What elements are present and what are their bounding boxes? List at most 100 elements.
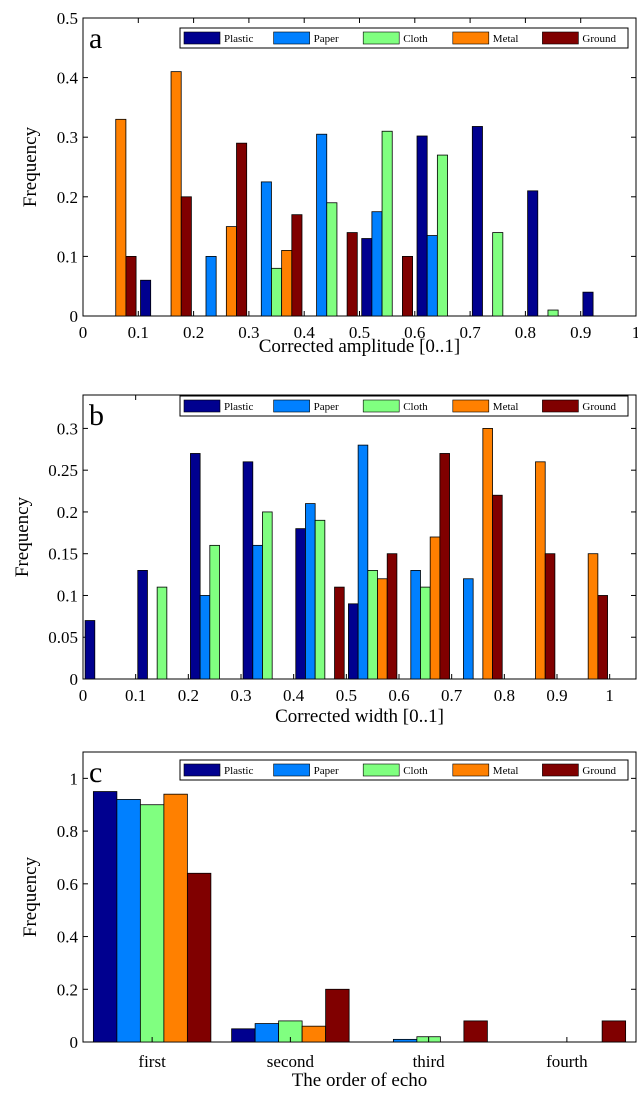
bar-plastic-bin-0: [84, 620, 96, 680]
legend: Plastic Paper Cloth Metal Ground: [179, 395, 629, 417]
x-tick-label: 0.3: [230, 686, 251, 705]
legend-label-ground: Ground: [582, 401, 616, 413]
y-tick-label: 0.6: [57, 875, 78, 894]
panel-letter: a: [89, 22, 102, 55]
y-tick-label: 0: [70, 1033, 79, 1052]
bar-cloth-bin-5: [381, 130, 393, 317]
x-tick-label: second: [267, 1052, 315, 1071]
legend-label-plastic: Plastic: [224, 33, 253, 45]
bar-paper-bin-5: [371, 211, 383, 317]
bar-ground-bin-5: [402, 255, 413, 317]
y-axis-label: Frequency: [12, 496, 33, 577]
y-tick-label: 0.25: [48, 461, 78, 480]
bar-ground-bin-4: [346, 232, 358, 317]
bar-cloth-bin-4: [326, 202, 338, 317]
x-tick-label: 0.2: [183, 323, 204, 342]
legend-swatch-ground: [542, 763, 579, 777]
x-tick-label: 0: [79, 686, 88, 705]
y-tick-label: 0.2: [57, 188, 78, 207]
y-axis-label: Frequency: [20, 856, 41, 937]
x-tick-label: first: [138, 1052, 166, 1071]
legend-label-metal: Metal: [493, 401, 519, 413]
bar-plastic-second: [231, 1028, 256, 1043]
legend-swatch-cloth: [362, 31, 400, 45]
bar-paper-third: [392, 1038, 418, 1043]
y-tick-label: 0.1: [57, 247, 78, 266]
x-tick-label: 0.9: [570, 323, 591, 342]
bar-paper-bin-4: [316, 133, 328, 317]
legend-swatch-plastic: [183, 399, 221, 413]
bar-ground-bin-2: [236, 142, 248, 317]
x-tick-label: 0.8: [494, 686, 515, 705]
legend-label-ground: Ground: [582, 33, 616, 45]
bar-ground-bin-0: [125, 255, 137, 317]
bar-ground-bin-9: [597, 595, 608, 680]
x-axis-label: The order of echo: [292, 1070, 428, 1091]
y-tick-label: 0.05: [48, 628, 78, 647]
bar-ground-fourth: [601, 1020, 627, 1043]
bar-paper-bin-4: [305, 503, 316, 680]
bar-paper-bin-3: [252, 544, 263, 680]
x-tick-label: 0.6: [388, 686, 409, 705]
y-tick-label: 0.2: [57, 980, 78, 999]
bar-metal-first: [163, 793, 188, 1043]
panel-letter: c: [89, 756, 102, 789]
legend-swatch-ground: [542, 31, 579, 45]
legend-swatch-paper: [273, 763, 310, 777]
bar-cloth-bin-6: [436, 154, 448, 317]
y-tick-label: 0.5: [57, 9, 78, 28]
chart-panel-c: 0 0.2 0.4 0.6 0.8 1 first second third fourth The …: [20, 751, 637, 1091]
y-tick-label: 0.4: [57, 928, 79, 947]
legend-label-paper: Paper: [314, 765, 339, 777]
legend-label-paper: Paper: [314, 33, 339, 45]
bar-ground-bin-7: [492, 494, 503, 680]
legend-label-cloth: Cloth: [403, 33, 428, 45]
x-axis-label: Corrected amplitude [0..1]: [259, 336, 461, 357]
legend-swatch-metal: [452, 31, 490, 45]
x-tick-label: 0.7: [441, 686, 463, 705]
bar-metal-bin-9: [587, 553, 599, 680]
bar-plastic-bin-4: [295, 528, 306, 680]
bar-plastic-bin-7: [471, 126, 483, 317]
bar-ground-second: [325, 988, 350, 1043]
panel-letter: b: [89, 399, 104, 432]
chart-panel-a: 0 0.1 0.2 0.3 0.4 0.5 0 0.1 0.2 0.3 0.4 0.5 0.6 0.7 0.…: [20, 9, 638, 357]
x-tick-label: 0.1: [125, 686, 146, 705]
bar-cloth-bin-3: [262, 511, 273, 680]
y-axis-label: Frequency: [20, 126, 41, 207]
bar-ground-third: [463, 1020, 488, 1043]
legend-swatch-plastic: [183, 31, 221, 45]
bar-paper-bin-2: [205, 255, 217, 317]
legend-label-cloth: Cloth: [403, 401, 428, 413]
bar-paper-bin-6: [426, 235, 438, 317]
y-tick-label: 0.3: [57, 128, 78, 147]
legend-label-metal: Metal: [493, 765, 519, 777]
bar-ground-bin-1: [180, 196, 192, 317]
bar-paper-bin-2: [199, 595, 211, 680]
x-tick-label: 0: [79, 323, 88, 342]
legend-swatch-metal: [452, 763, 490, 777]
bar-metal-bin-7: [482, 428, 493, 680]
x-tick-label: 0.5: [349, 323, 370, 342]
bar-metal-bin-1: [170, 71, 182, 317]
bar-ground-bin-6: [439, 453, 450, 680]
x-tick-label: 0.3: [238, 323, 259, 342]
legend-swatch-plastic: [183, 763, 221, 777]
legend-swatch-metal: [452, 399, 490, 413]
bar-plastic-bin-5: [361, 238, 373, 317]
legend-label-paper: Paper: [314, 401, 339, 413]
legend-swatch-cloth: [362, 763, 400, 777]
bar-paper-bin-7: [463, 578, 474, 680]
bar-metal-bin-6: [429, 536, 441, 680]
bar-plastic-bin-5: [348, 603, 359, 680]
x-tick-label: 0.1: [128, 323, 149, 342]
bar-plastic-bin-2: [190, 453, 201, 680]
bar-plastic-bin-1: [140, 279, 152, 317]
chart-panel-b: 0 0.05 0.1 0.15 0.2 0.25 0.3 0 0.1 0.2 0.3 0.4 0.5 0.…: [12, 394, 637, 727]
bar-cloth-bin-4: [314, 519, 326, 680]
bar-plastic-bin-9: [582, 291, 594, 317]
legend-swatch-cloth: [362, 399, 400, 413]
legend-label-metal: Metal: [493, 33, 519, 45]
bar-cloth-bin-5: [367, 570, 378, 680]
bar-cloth-bin-3: [271, 267, 283, 317]
